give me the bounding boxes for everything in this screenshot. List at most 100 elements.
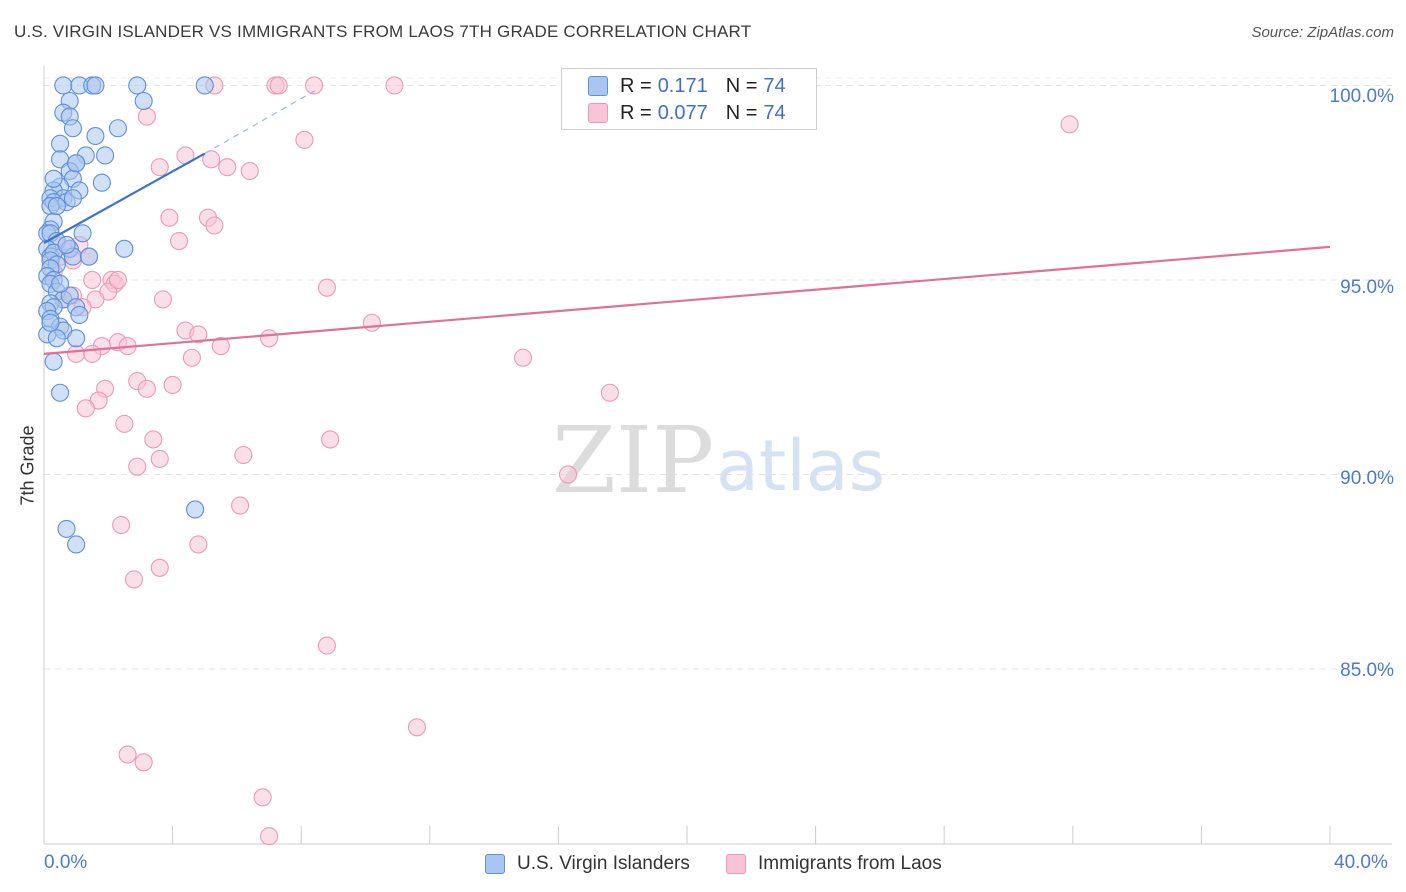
virgin-islanders-point (86, 76, 105, 95)
virgin-islanders-point (67, 329, 86, 348)
laos-point (259, 827, 279, 846)
virgin-islanders-point (63, 189, 82, 208)
laos-point (108, 270, 127, 290)
laos-point (67, 344, 86, 363)
laos-point (317, 278, 336, 297)
series-legend-label: U.S. Virgin Islanders (517, 853, 690, 874)
virgin-islanders-point (54, 76, 73, 95)
laos-point (76, 399, 95, 418)
laos-point (189, 535, 208, 554)
laos-point (134, 753, 153, 772)
legend-row-laos: R = 0.077 N = 74 (588, 100, 786, 126)
virgin-islanders-point (57, 519, 76, 538)
virgin-islanders-point (51, 274, 70, 293)
virgin-islanders-point (57, 235, 76, 254)
laos-point (600, 383, 619, 402)
laos-point (321, 430, 340, 449)
legend-swatch-blue (588, 76, 608, 96)
laos-point (253, 788, 272, 807)
virgin-islanders-point (47, 329, 66, 348)
watermark-zip: ZIP (552, 407, 714, 514)
series-legend-laos[interactable]: Immigrants from Laos (726, 851, 942, 877)
laos-point (211, 337, 230, 356)
trend-layer (43, 88, 1331, 355)
virgin-islanders-point (92, 173, 111, 192)
laos-point (317, 636, 336, 655)
virgin-islanders-point (186, 500, 205, 519)
laos-point (1060, 115, 1079, 134)
virgin-islanders-point (41, 313, 60, 332)
laos-point (169, 232, 189, 251)
laos-point (182, 348, 201, 367)
laos-point (150, 449, 169, 468)
laos-point (513, 348, 533, 367)
laos-point (362, 313, 381, 332)
laos-point (205, 216, 224, 235)
virgin-islanders-trend-line (43, 152, 206, 244)
laos-point (558, 465, 578, 484)
laos-point (163, 375, 182, 395)
laos-point (144, 430, 163, 449)
y-tick-label-100: 100.0% (1329, 86, 1394, 107)
virgin-islanders-point (108, 119, 127, 138)
x-tick-label-min: 0.0% (44, 852, 88, 873)
legend-row-virgin-islanders: R = 0.171 N = 74 (588, 73, 786, 99)
virgin-islanders-point (134, 91, 153, 111)
laos-point (259, 329, 279, 348)
y-axis-title: 7th Grade (17, 425, 38, 506)
virgin-islanders-point (51, 134, 70, 153)
watermark: ZIP atlas (552, 407, 885, 514)
legend-n-label: N = (725, 101, 758, 124)
y-tick-label-90: 90.0% (1340, 468, 1394, 489)
virgin-islanders-point (44, 169, 63, 188)
virgin-islanders-point (73, 224, 92, 243)
laos-point (407, 718, 426, 737)
virgin-islanders-point (63, 119, 82, 138)
laos-point (160, 208, 179, 227)
correlation-legend: R = 0.171 N = 74 R = 0.077 N = 74 (561, 68, 817, 130)
laos-point (202, 150, 221, 169)
laos-point (231, 496, 250, 515)
laos-point (124, 570, 144, 589)
series-legend-swatch-blue (485, 854, 505, 874)
series-legend-virgin-islanders[interactable]: U.S. Virgin Islanders (485, 851, 690, 877)
series-legend-label: Immigrants from Laos (758, 853, 942, 874)
laos-point (115, 414, 134, 433)
virgin-islanders-point (128, 76, 147, 95)
virgin-islanders-point (79, 247, 99, 266)
virgin-islanders-point (67, 154, 86, 173)
virgin-islanders-point (96, 146, 115, 165)
chart-title: U.S. VIRGIN ISLANDER VS IMMIGRANTS FROM … (14, 22, 752, 41)
legend-n-value: 74 (763, 101, 786, 124)
laos-point (118, 745, 137, 764)
virgin-islanders-point (115, 239, 134, 258)
legend-r-label: R = (620, 101, 652, 124)
laos-point (269, 76, 288, 95)
watermark-atlas: atlas (716, 425, 885, 507)
legend-swatch-pink (588, 103, 608, 123)
legend-r-value: 0.171 (657, 74, 708, 97)
virgin-islanders-point (51, 383, 70, 402)
y-tick-label-95: 95.0% (1340, 277, 1394, 298)
laos-trend-line (43, 245, 1331, 355)
legend-n-value: 74 (763, 74, 786, 97)
laos-point (218, 158, 237, 177)
laos-point (83, 270, 102, 290)
laos-point (385, 76, 404, 95)
legend-r-label: R = (620, 74, 652, 97)
laos-point (137, 379, 156, 398)
laos-point (240, 161, 259, 181)
virgin-islanders-point (67, 535, 86, 554)
laos-point (83, 344, 102, 363)
legend-r-value: 0.077 (657, 101, 708, 124)
laos-point (150, 558, 169, 577)
chart-source: Source: ZipAtlas.com (1251, 24, 1394, 41)
virgin-islanders-point (47, 196, 66, 216)
laos-point (150, 158, 169, 177)
y-tick-label-85: 85.0% (1340, 660, 1394, 681)
laos-point (295, 130, 314, 149)
virgin-islanders-point (70, 305, 89, 325)
laos-point (112, 515, 131, 535)
